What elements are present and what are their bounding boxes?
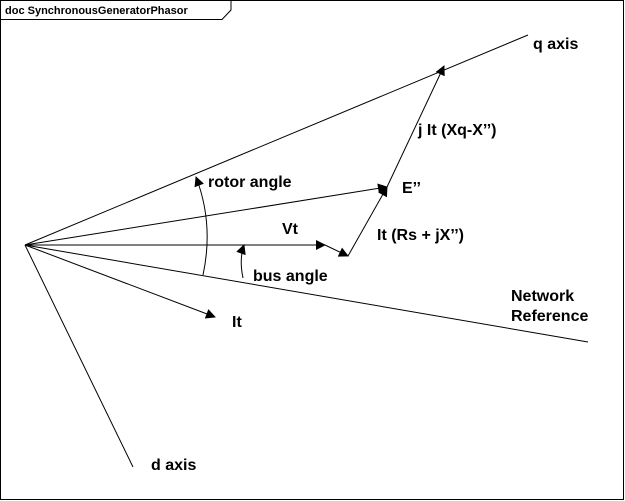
it-rs-jx-label: It (Rs + jX’’): [377, 227, 464, 244]
network-reference-label-line2: Reference: [511, 308, 588, 325]
it-rs-jx-phasor: [347, 186, 388, 257]
e-double-prime-label: E’’: [402, 180, 421, 197]
d-axis-label: d axis: [151, 457, 196, 474]
rotor-angle-label: rotor angle: [208, 174, 292, 191]
vt-to-node-segment: [324, 244, 349, 257]
q-axis-label: q axis: [533, 36, 578, 53]
bus-angle-arc: [236, 244, 246, 279]
rotor-angle-arc: [194, 176, 208, 276]
network-reference-label-line1: Network: [511, 288, 574, 305]
d-axis-line: [24, 244, 134, 468]
j-it-xq-phasor: [386, 65, 445, 188]
network-reference-line: [24, 244, 589, 343]
frame-title: doc SynchronousGeneratorPhasor: [5, 5, 188, 17]
it-label: It: [232, 314, 242, 331]
vt-label: Vt: [282, 221, 299, 238]
q-axis-line: [24, 34, 529, 246]
frame-tab-outline: [0, 0, 232, 20]
j-it-xq-label: j It (Xq-X’’): [417, 122, 497, 139]
bus-angle-label: bus angle: [253, 268, 328, 285]
it-phasor: [24, 244, 216, 319]
